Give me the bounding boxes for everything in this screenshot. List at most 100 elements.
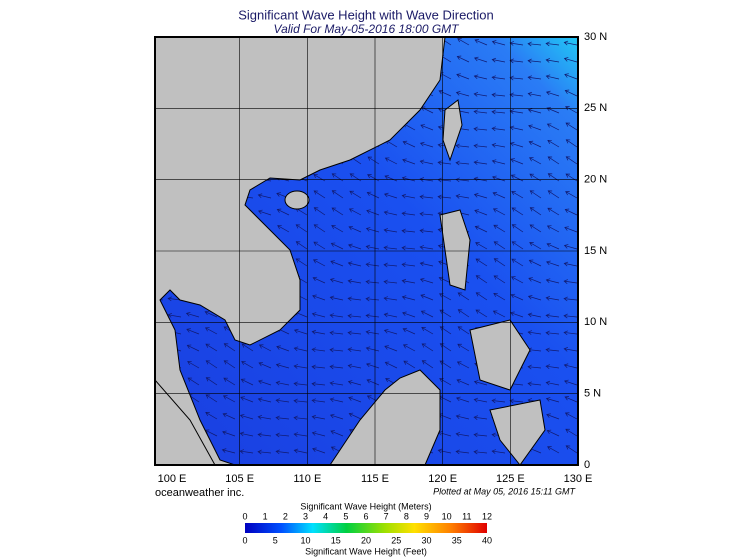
wave-arrow	[511, 207, 524, 216]
wave-arrow	[347, 313, 362, 319]
lat-label: 5 N	[584, 388, 601, 400]
wave-arrow	[187, 377, 200, 386]
wave-arrow	[257, 193, 272, 199]
lat-label: 15 N	[584, 245, 607, 257]
colorbar-title: Significant Wave Height (Meters)	[300, 501, 431, 511]
wave-arrow	[329, 397, 344, 403]
wave-arrow	[419, 194, 434, 200]
wave-arrow	[563, 313, 578, 319]
wave-arrow	[223, 360, 236, 369]
wave-arrow	[384, 345, 398, 352]
wave-arrow	[457, 343, 470, 352]
wave-arrow	[528, 277, 542, 284]
wave-arrow	[401, 211, 416, 217]
wave-arrow	[384, 361, 398, 369]
land	[284, 190, 310, 210]
wave-arrow	[563, 57, 578, 63]
wave-arrow	[563, 296, 578, 302]
lon-label: 100 E	[158, 473, 187, 485]
wave-arrow	[348, 208, 362, 216]
wave-arrow	[240, 378, 254, 386]
wave-arrow	[311, 347, 326, 353]
wave-arrow	[527, 41, 542, 47]
wave-arrow	[456, 396, 470, 403]
wave-arrow	[257, 209, 272, 216]
colorbar-meter-label: 9	[424, 511, 429, 521]
wave-arrow	[529, 242, 542, 250]
wave-arrow	[473, 432, 488, 438]
wave-arrow	[258, 379, 272, 386]
wave-arrow	[491, 449, 506, 454]
wave-arrow	[475, 292, 488, 301]
wave-arrow	[329, 381, 344, 386]
wave-arrow	[545, 90, 560, 97]
wave-arrow	[403, 360, 416, 369]
wave-arrow	[547, 446, 560, 454]
wave-arrow	[241, 343, 254, 352]
wave-arrow	[330, 242, 344, 250]
colorbar-feet-label: 20	[361, 535, 371, 545]
wave-arrow	[222, 395, 236, 403]
wave-arrow	[384, 175, 398, 182]
wave-arrow	[348, 396, 362, 403]
wave-arrow	[546, 107, 560, 114]
lat-label: 10 N	[584, 316, 607, 328]
wave-arrow	[547, 156, 560, 165]
wave-arrow	[293, 432, 308, 437]
wave-arrow	[564, 73, 578, 80]
wave-arrow	[329, 295, 344, 301]
wave-arrow	[545, 41, 560, 47]
wave-arrow	[547, 207, 560, 216]
wave-arrow	[367, 156, 380, 165]
wave-arrow	[275, 432, 290, 438]
wave-arrow	[257, 415, 272, 420]
wave-arrow	[511, 191, 524, 199]
wave-arrow	[293, 398, 308, 404]
wave-arrow	[473, 74, 488, 80]
colorbar-meter-label: 4	[323, 511, 328, 521]
wave-arrow	[204, 310, 218, 318]
wave-arrow	[438, 89, 452, 97]
wave-arrow	[258, 361, 272, 369]
lon-label: 125 E	[496, 473, 525, 485]
lon-label: 105 E	[225, 473, 254, 485]
colorbar-feet-label: 30	[421, 535, 431, 545]
wave-arrow	[565, 106, 578, 114]
wave-arrow	[546, 242, 560, 250]
colorbar-meter-label: 11	[462, 511, 471, 521]
wave-arrow	[473, 380, 488, 386]
wave-arrow	[492, 191, 506, 199]
wave-arrow	[402, 140, 416, 148]
colorbar-meter-label: 3	[303, 511, 308, 521]
wave-arrow	[311, 414, 326, 420]
wave-arrow	[257, 432, 272, 438]
wave-arrow	[313, 241, 326, 250]
wave-arrow	[491, 57, 506, 63]
wave-arrow	[474, 225, 488, 233]
wave-arrow	[329, 277, 344, 284]
wave-arrow	[545, 58, 560, 63]
wave-arrow	[347, 296, 362, 302]
wave-arrow	[456, 55, 470, 63]
wave-arrow	[438, 276, 452, 284]
wave-arrow	[329, 413, 344, 420]
wave-arrow	[240, 396, 254, 403]
wave-arrow	[348, 243, 362, 250]
colorbar-meter-label: 12	[482, 511, 492, 521]
wave-arrow	[545, 347, 560, 353]
wave-arrow	[545, 330, 560, 336]
wave-arrow	[293, 415, 308, 421]
wave-arrow	[473, 160, 488, 165]
wave-arrow	[293, 328, 308, 335]
land	[439, 209, 471, 291]
wave-arrow	[365, 279, 380, 285]
wave-arrow	[205, 412, 218, 420]
wave-arrow	[204, 327, 218, 335]
wave-arrow	[205, 360, 218, 369]
wave-arrow	[546, 260, 560, 267]
wave-arrow	[563, 363, 578, 369]
wave-arrow	[455, 91, 470, 97]
wave-arrow	[545, 295, 560, 301]
wave-arrow	[528, 124, 542, 131]
wave-arrow	[457, 292, 470, 301]
